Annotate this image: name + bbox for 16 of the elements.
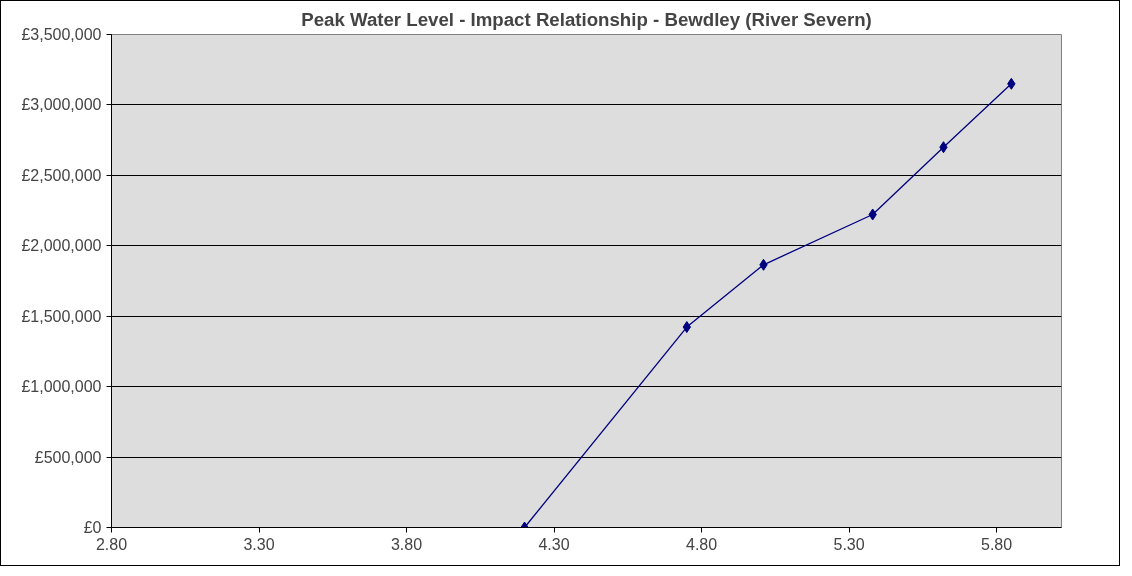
x-tick-label: 3.80 [390, 535, 423, 553]
chart-title: Peak Water Level - Impact Relationship - Bewdley (River Severn) [301, 8, 872, 30]
y-tick-label: £1,500,000 [21, 307, 102, 325]
y-tick-label: £2,500,000 [21, 166, 102, 184]
y-tick-label: £1,000,000 [21, 378, 102, 396]
x-tick-label: 3.30 [243, 535, 275, 553]
x-tick-label: 4.80 [685, 535, 718, 553]
x-tick-label: 5.30 [833, 535, 865, 553]
x-tick-label: 2.80 [95, 535, 128, 553]
y-tick-label: £2,000,000 [21, 237, 102, 255]
x-tick-label: 5.80 [981, 535, 1013, 553]
y-tick-label: £3,500,000 [21, 26, 102, 43]
y-tick-label: £3,000,000 [21, 96, 102, 114]
y-tick-label: £500,000 [34, 448, 102, 466]
x-tick-label: 4.30 [538, 535, 570, 553]
y-tick-label: £0 [83, 519, 102, 536]
